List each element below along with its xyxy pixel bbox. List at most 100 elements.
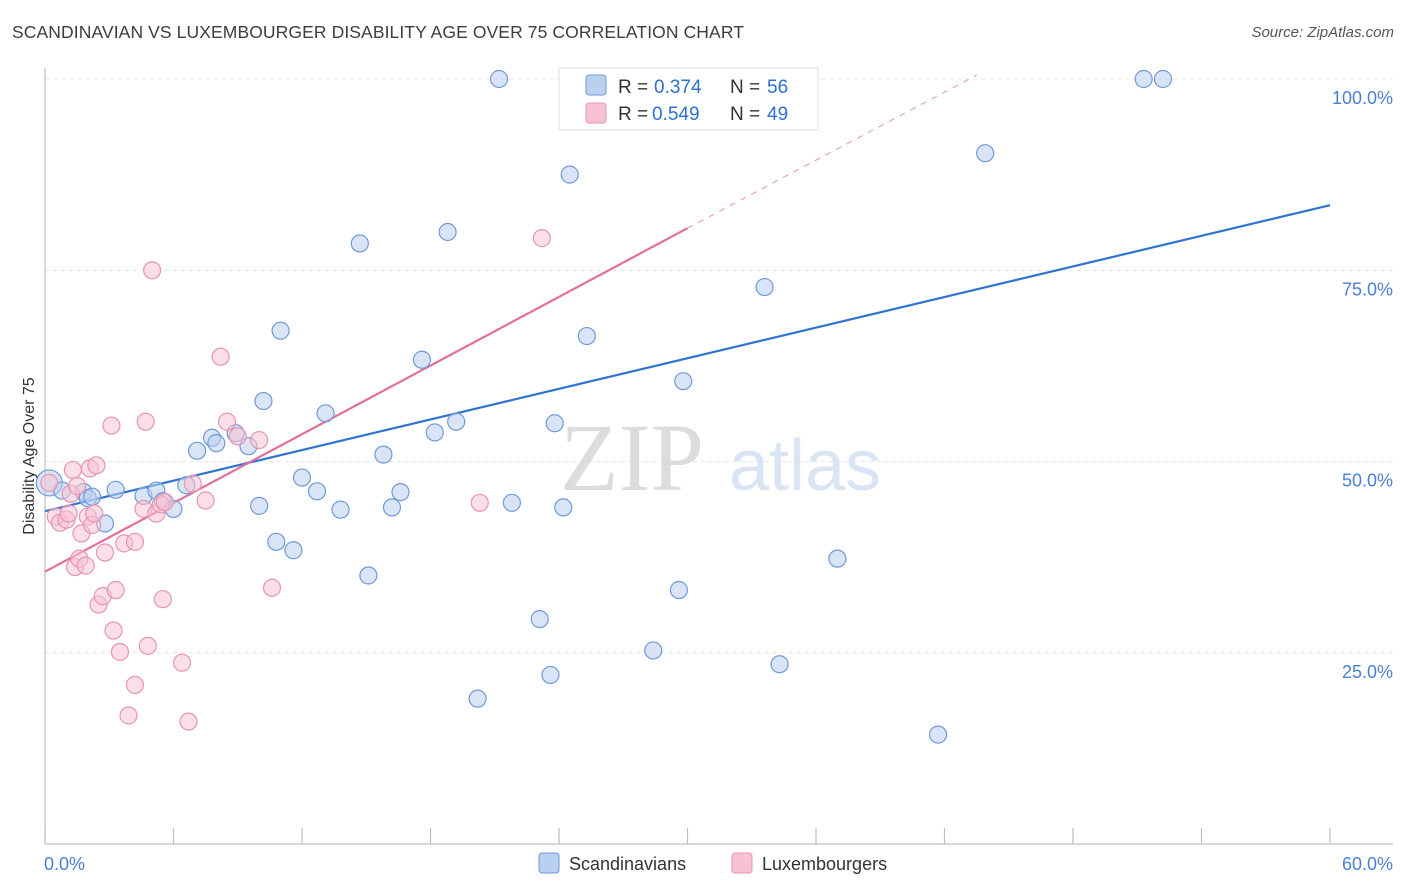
scandinavians-point [530, 609, 549, 629]
grid-lines [45, 78, 1393, 654]
legend-r-value-blue: 0.374 [654, 77, 702, 98]
scandinavians-point [331, 500, 350, 519]
luxembourgers-point [59, 504, 78, 523]
scandinavians-point [425, 423, 444, 442]
scandinavians-point [438, 222, 457, 242]
scandinavians-point [187, 441, 207, 460]
luxembourgers-point [153, 590, 172, 609]
x-tick-label-max: 60.0% [1342, 854, 1393, 874]
scandinavians-point [755, 277, 774, 297]
luxembourgers-point [155, 492, 175, 512]
luxembourgers-point [125, 675, 145, 694]
scandinavians-point [271, 321, 290, 340]
luxembourgers-point [95, 543, 115, 562]
luxembourgers-point [470, 493, 489, 512]
luxembourgers-point [262, 578, 282, 597]
luxembourgers-points [40, 69, 641, 731]
luxembourgers-point [106, 580, 125, 600]
scandinavians-point [83, 487, 102, 506]
chart-source: Source: ZipAtlas.com [1251, 24, 1394, 41]
bottom-legend-scandinavians: Scandinavians [569, 854, 686, 874]
trend-line-luxembourgers [44, 227, 689, 573]
luxembourgers-point [217, 412, 237, 431]
scandinavians-point [1153, 69, 1173, 89]
scandinavians-point [669, 580, 689, 600]
luxembourgers-point [119, 706, 138, 725]
scandinavians-point [560, 165, 579, 184]
legend-n-label-pink: N = [730, 104, 760, 125]
luxembourgers-point [172, 653, 192, 672]
scandinavians-point [267, 532, 286, 551]
luxembourgers-point [104, 621, 123, 640]
luxembourgers-point [196, 491, 215, 510]
scandinavians-point [412, 350, 432, 369]
scandinavians-point [674, 372, 693, 391]
y-tick-label-25: 25.0% [1342, 662, 1393, 682]
chart-title: SCANDINAVIAN VS LUXEMBOURGER DISABILITY … [12, 22, 745, 42]
scandinavians-point [447, 412, 466, 431]
luxembourgers-point [110, 642, 130, 662]
luxembourgers-point [532, 229, 551, 248]
legend-n-value-blue: 56 [767, 77, 788, 98]
scandinavians-point [554, 498, 573, 517]
luxembourgers-point [228, 427, 247, 446]
watermark: ZIP atlas [560, 404, 881, 511]
scandinavians-point [350, 234, 369, 253]
luxembourgers-point [63, 460, 82, 480]
luxembourgers-point [87, 456, 106, 475]
scandinavians-point [359, 566, 378, 585]
luxembourgers-point [211, 347, 230, 366]
y-tick-label-100: 100.0% [1332, 88, 1393, 108]
luxembourgers-point [102, 416, 121, 435]
luxembourgers-point [138, 636, 157, 655]
y-tick-label-75: 75.0% [1342, 279, 1393, 299]
scandinavians-point [468, 689, 487, 708]
scandinavians-point [391, 483, 410, 502]
legend-bottom: Scandinavians Luxembourgers [538, 852, 887, 874]
scandinavians-point [284, 541, 303, 560]
scandinavians-point [316, 404, 335, 423]
scandinavians-point [577, 326, 596, 346]
bottom-legend-swatch-luxembourgers [731, 852, 753, 874]
scandinavians-point [374, 445, 393, 464]
legend-swatch-pink [585, 102, 607, 124]
scandinavians-point [976, 144, 995, 163]
trend-line-scandinavians [44, 204, 1331, 513]
watermark-atlas: atlas [729, 426, 881, 506]
luxembourgers-point [76, 556, 95, 575]
scandinavians-point [250, 496, 269, 515]
scandinavians-point [106, 480, 125, 499]
scandinavians-point [928, 725, 948, 744]
scandinavians-point [1134, 69, 1153, 89]
scandinavians-point [307, 482, 327, 501]
legend-top: R = 0.374 N = 56 R = 0.549 N = 49 [558, 67, 819, 131]
scandinavians-point [828, 549, 847, 568]
luxembourgers-point [183, 474, 202, 493]
legend-r-label-pink: R = [618, 104, 648, 125]
luxembourgers-point [85, 504, 104, 523]
bottom-legend-luxembourgers: Luxembourgers [762, 854, 887, 874]
scandinavians-point [254, 391, 273, 411]
luxembourgers-point [136, 412, 155, 431]
y-tick-label-50: 50.0% [1342, 471, 1393, 491]
scandinavians-point [382, 498, 402, 517]
legend-swatch-blue [585, 74, 607, 96]
legend-n-value-pink: 49 [767, 104, 788, 125]
luxembourgers-point [179, 712, 198, 731]
luxembourgers-point [125, 532, 145, 551]
legend-n-label-blue: N = [730, 77, 760, 98]
scandinavians-point [207, 434, 226, 453]
luxembourgers-point [250, 430, 269, 450]
scandinavians-point [545, 414, 564, 433]
scandinavians-point [541, 665, 560, 685]
legend-r-label-blue: R = [618, 77, 648, 98]
scandinavians-point [292, 468, 312, 487]
bottom-legend-swatch-scandinavians [538, 852, 560, 874]
scandinavians-point [489, 69, 509, 89]
luxembourgers-point [142, 261, 162, 280]
y-axis-title: Disability Age Over 75 [21, 377, 38, 535]
scandinavians-point [770, 655, 789, 674]
y-tick-labels: 25.0% 50.0% 75.0% 100.0% [1332, 88, 1393, 682]
watermark-zip: ZIP [560, 404, 704, 511]
